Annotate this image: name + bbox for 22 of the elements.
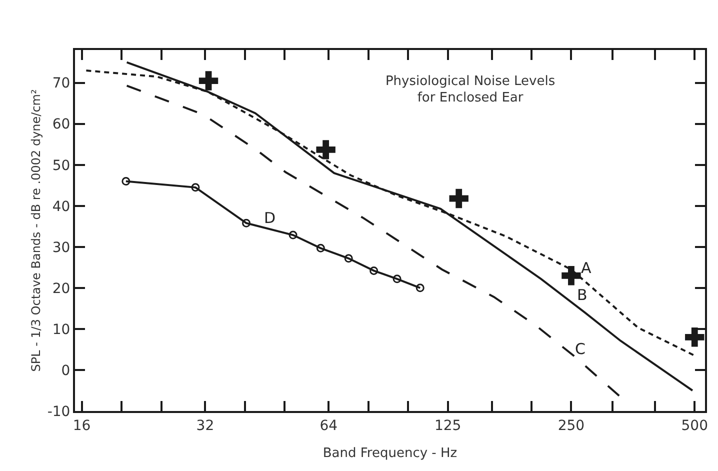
x-tick-label: 32 [196,418,214,434]
x-tick-label: 500 [681,418,708,434]
x-tick-label: 16 [72,418,91,434]
annotation: B [577,286,588,304]
y-tick-label: 70 [52,76,70,92]
x-axis-title: Band Frequency - Hz [322,446,458,461]
y-axis-title: SPL - 1/3 Octave Bands - dB re .0002 dyne/cm² [29,89,44,372]
y-tick-label: 10 [52,322,70,338]
y-tick-label: 20 [52,280,70,297]
x-tick-label: 125 [434,418,462,434]
y-tick-label: 60 [52,116,70,133]
text: Physiological Noise Levels for Enclosed Ear [385,74,556,106]
y-tick-label: 40 [52,198,70,215]
y-tick-label: 50 [52,158,70,174]
annotation: D [264,209,276,227]
y-tick-label: -10 [47,404,70,420]
x-tick-label: 250 [558,418,585,434]
x-tick-label: 64 [320,418,338,434]
annotation: C [575,340,586,358]
y-tick-label: 0 [61,362,70,379]
annotation: A [581,259,592,277]
y-tick-label: 30 [52,240,70,256]
